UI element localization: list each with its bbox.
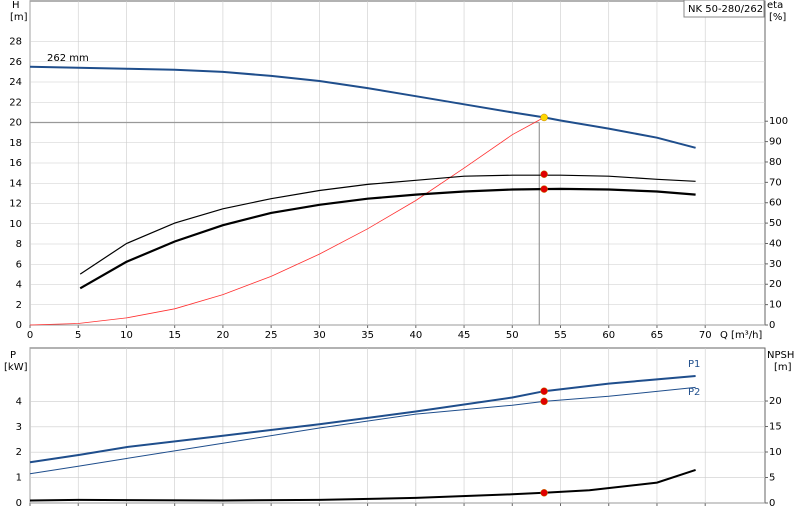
y-tick-label: 0 <box>16 320 22 331</box>
x-tick-label: 35 <box>361 330 374 341</box>
x-tick-label: 15 <box>168 330 181 341</box>
y2-tick-label: 0 <box>769 498 775 509</box>
y-tick-label: 6 <box>16 259 22 270</box>
plot-area <box>29 347 766 504</box>
x-tick-label: 65 <box>651 330 664 341</box>
y-tick-label: 2 <box>16 300 22 311</box>
y2-tick-label: 40 <box>769 238 782 249</box>
x-tick-label: 45 <box>458 330 471 341</box>
x-tick-label: 0 <box>27 330 33 341</box>
y-tick-label: 4 <box>16 280 22 291</box>
y2-tick-label: 20 <box>769 396 782 407</box>
y2-tick-label: 90 <box>769 137 782 148</box>
series-label: P1 <box>688 359 700 370</box>
x-tick-label: 25 <box>265 330 278 341</box>
series-line <box>29 117 545 326</box>
series-line <box>29 65 696 149</box>
x-tick-label: 60 <box>602 330 615 341</box>
y-axis-unit: [kW] <box>4 362 28 373</box>
y-tick-label: 28 <box>9 37 22 48</box>
y-tick-label: 0 <box>16 498 22 509</box>
x-tick-label: 50 <box>506 330 519 341</box>
x-tick-label: 20 <box>217 330 230 341</box>
y-tick-label: 4 <box>16 396 22 407</box>
x-axis-label: Q [m³/h] <box>720 330 762 341</box>
y2-tick-label: 10 <box>769 300 782 311</box>
y-axis-label: H <box>12 0 20 11</box>
y2-tick-label: 50 <box>769 218 782 229</box>
series-line <box>29 386 696 475</box>
y2-tick-label: 80 <box>769 157 782 168</box>
y2-axis-unit: [%] <box>769 12 786 23</box>
duty-point <box>540 113 548 122</box>
y-tick-label: 24 <box>9 77 22 88</box>
duty-point <box>540 170 548 178</box>
y2-tick-label: 70 <box>769 177 782 188</box>
y2-tick-label: 60 <box>769 198 782 209</box>
duty-point <box>540 489 548 497</box>
y-tick-label: 12 <box>9 199 22 210</box>
y-tick-label: 18 <box>9 138 22 149</box>
y-axis-label: P <box>10 350 16 361</box>
y-axis-unit: [m] <box>10 12 28 23</box>
y2-tick-label: 20 <box>769 279 782 290</box>
series-line <box>29 375 696 464</box>
y-tick-label: 14 <box>9 178 22 189</box>
y2-tick-label: 30 <box>769 259 782 270</box>
y2-axis-unit: [m] <box>774 362 792 373</box>
y-tick-label: 22 <box>9 97 22 108</box>
x-tick-label: 70 <box>699 330 712 341</box>
y2-tick-label: 15 <box>769 422 782 433</box>
x-tick-label: 10 <box>120 330 133 341</box>
series-line <box>29 468 696 502</box>
y-tick-label: 2 <box>16 447 22 458</box>
x-tick-label: 55 <box>554 330 567 341</box>
y2-tick-label: 10 <box>769 447 782 458</box>
title-box <box>683 0 765 18</box>
y2-tick-label: 0 <box>769 320 775 331</box>
y-tick-label: 20 <box>9 118 22 129</box>
y2-axis-label: eta <box>767 0 783 11</box>
y-tick-label: 16 <box>9 158 22 169</box>
x-tick-label: 30 <box>313 330 326 341</box>
y-tick-label: 10 <box>9 219 22 230</box>
duty-point <box>540 185 548 193</box>
y2-tick-label: 5 <box>769 473 775 484</box>
series-label: 262 mm <box>47 53 89 64</box>
x-tick-label: 5 <box>75 330 81 341</box>
y2-tick-label: 100 <box>769 116 788 127</box>
chart-title: NK 50-280/262 <box>688 4 763 15</box>
duty-point <box>540 387 548 395</box>
series-line <box>79 174 696 275</box>
y-tick-label: 8 <box>16 239 22 250</box>
y-tick-label: 26 <box>9 57 22 68</box>
x-tick-label: 40 <box>409 330 422 341</box>
series-label: P2 <box>688 387 700 398</box>
y2-axis-label: NPSH <box>767 350 794 361</box>
series-line <box>79 187 696 290</box>
duty-point <box>540 397 548 406</box>
y-tick-label: 1 <box>16 473 22 484</box>
y-tick-label: 3 <box>16 422 22 433</box>
